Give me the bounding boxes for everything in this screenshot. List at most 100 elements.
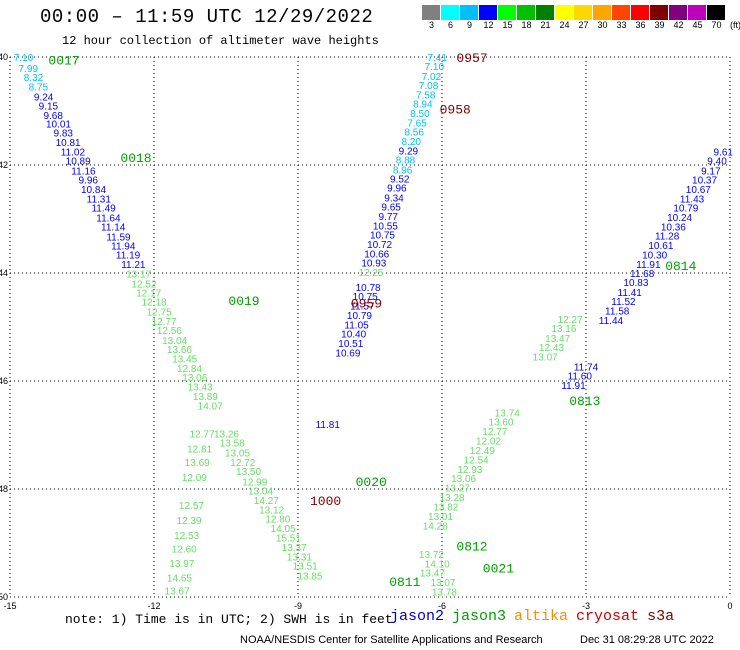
swh-point: 11.02 bbox=[61, 148, 86, 159]
swh-point: 13.01 bbox=[428, 512, 453, 523]
swh-point: 14.28 bbox=[423, 522, 448, 533]
swh-point: 14.10 bbox=[425, 560, 450, 571]
swh-point: 13.74 bbox=[495, 408, 520, 419]
colorbar-tick: 27 bbox=[578, 20, 589, 30]
colorbar-swatch bbox=[460, 5, 479, 20]
colorbar-tick: 45 bbox=[692, 20, 703, 30]
swh-point: 13.97 bbox=[169, 559, 194, 570]
swh-point: 13.89 bbox=[193, 392, 218, 403]
swh-point: 12.02 bbox=[476, 436, 501, 447]
swh-point: 12.17 bbox=[136, 288, 161, 299]
swh-point: 13.05 bbox=[225, 448, 250, 459]
swh-point: 12.53 bbox=[174, 531, 199, 542]
pass-time-label: 0957 bbox=[456, 51, 487, 66]
swh-point: 12.99 bbox=[242, 477, 267, 488]
swh-point: 9.77 bbox=[379, 212, 399, 223]
colorbar-swatch bbox=[593, 5, 612, 20]
swh-point: 11.68 bbox=[630, 269, 655, 280]
colorbar-swatch bbox=[498, 5, 517, 20]
colorbar-swatch bbox=[555, 5, 574, 20]
swh-point: 13.26 bbox=[214, 429, 239, 440]
swh-point: 10.79 bbox=[673, 204, 698, 215]
colorbar-swatch bbox=[688, 5, 707, 20]
swh-point: 9.34 bbox=[384, 193, 404, 204]
swh-point: 10.75 bbox=[353, 292, 378, 303]
swh-point: 10.66 bbox=[364, 250, 389, 261]
chart-title: 00:00 – 11:59 UTC 12/29/2022 bbox=[40, 6, 374, 28]
swh-point: 13.58 bbox=[220, 439, 245, 450]
colorbar-swatch bbox=[536, 5, 555, 20]
swh-point: 11.58 bbox=[605, 306, 630, 317]
pass-time-label: 0813 bbox=[569, 394, 600, 409]
swh-point: 13.04 bbox=[162, 336, 187, 347]
colorbar-tick: 30 bbox=[597, 20, 608, 30]
swh-point: 7.02 bbox=[422, 72, 442, 83]
swh-point: 7.65 bbox=[407, 118, 427, 129]
swh-point: 13.31 bbox=[287, 553, 312, 564]
swh-point: 13.07 bbox=[533, 353, 558, 364]
swh-point: 13.06 bbox=[182, 373, 207, 384]
swh-point: 9.96 bbox=[79, 176, 99, 187]
chart-note: note: 1) Time is in UTC; 2) SWH is in fe… bbox=[65, 612, 393, 627]
swh-point: 7.10 bbox=[425, 62, 445, 73]
swh-point: 9.40 bbox=[707, 157, 727, 168]
colorbar-tick: 3 bbox=[428, 20, 434, 30]
swh-point: 13.50 bbox=[236, 467, 261, 478]
swh-point: 9.29 bbox=[399, 146, 419, 157]
swh-point: 14.27 bbox=[254, 496, 279, 507]
swh-point: 12.27 bbox=[558, 315, 583, 326]
swh-point: 11.81 bbox=[316, 420, 341, 431]
pass-time-label: 0017 bbox=[48, 54, 79, 69]
swh-point: 10.75 bbox=[370, 231, 395, 242]
swh-point: 10.36 bbox=[661, 223, 686, 234]
swh-point: 11.60 bbox=[568, 372, 593, 383]
colorbar-swatch bbox=[650, 5, 669, 20]
swh-point: 8.56 bbox=[404, 128, 424, 139]
swh-point: 10.55 bbox=[373, 221, 398, 232]
swh-point: 11.19 bbox=[116, 251, 141, 262]
swh-point: 10.84 bbox=[81, 185, 106, 196]
wave-height-colorbar: 3 6 9 12 15 18 21 24 27 30 33 36 39 42 45 70 (ft) bbox=[422, 5, 740, 30]
swh-point: 10.78 bbox=[356, 283, 381, 294]
swh-point: 13.37 bbox=[282, 543, 307, 554]
swh-point: 10.01 bbox=[46, 119, 71, 130]
swh-point: 13.47 bbox=[545, 334, 570, 345]
swh-point: 10.81 bbox=[56, 138, 81, 149]
swh-point: 11.31 bbox=[87, 194, 112, 205]
swh-point: 10.67 bbox=[686, 185, 711, 196]
colorbar-tick: 9 bbox=[466, 20, 472, 30]
swh-point: 11.91 bbox=[561, 381, 586, 392]
swh-point: 11.49 bbox=[91, 204, 116, 215]
pass-time-label: 1000 bbox=[310, 494, 341, 509]
swh-point: 11.52 bbox=[611, 297, 636, 308]
pass-time-label: 0814 bbox=[665, 259, 696, 274]
swh-point: 7.58 bbox=[416, 90, 436, 101]
swh-point: 12.84 bbox=[177, 364, 202, 375]
swh-point: 8.88 bbox=[396, 156, 416, 167]
swh-point: 9.61 bbox=[714, 148, 734, 159]
swh-point: 11.44 bbox=[599, 316, 624, 327]
swh-point: 13.43 bbox=[188, 382, 213, 393]
x-tick-label: -3 bbox=[582, 601, 590, 611]
pass-time-label: 0020 bbox=[356, 475, 387, 490]
pass-time-label: 0811 bbox=[389, 575, 420, 590]
swh-point: 11.43 bbox=[680, 194, 705, 205]
pass-time-label: 0959 bbox=[351, 297, 382, 312]
y-tick-label: -44 bbox=[0, 268, 8, 278]
swh-point: 10.30 bbox=[642, 251, 667, 262]
pass-time-label: 0021 bbox=[483, 561, 514, 576]
swh-point: 9.65 bbox=[381, 203, 401, 214]
swh-point: 9.24 bbox=[34, 92, 54, 103]
swh-point: 14.65 bbox=[167, 574, 192, 585]
colorbar-tick: 15 bbox=[502, 20, 513, 30]
swh-point: 9.52 bbox=[390, 175, 410, 186]
swh-point: 13.07 bbox=[430, 578, 455, 589]
swh-point: 10.69 bbox=[335, 348, 360, 359]
x-tick-label: -12 bbox=[147, 601, 160, 611]
swh-point: 12.54 bbox=[464, 455, 489, 466]
swh-point: 11.05 bbox=[344, 320, 369, 331]
swh-point: 13.04 bbox=[248, 487, 273, 498]
swh-point: 12.93 bbox=[457, 465, 482, 476]
swh-point: 12.75 bbox=[147, 307, 172, 318]
swh-point: 7.08 bbox=[419, 81, 439, 92]
